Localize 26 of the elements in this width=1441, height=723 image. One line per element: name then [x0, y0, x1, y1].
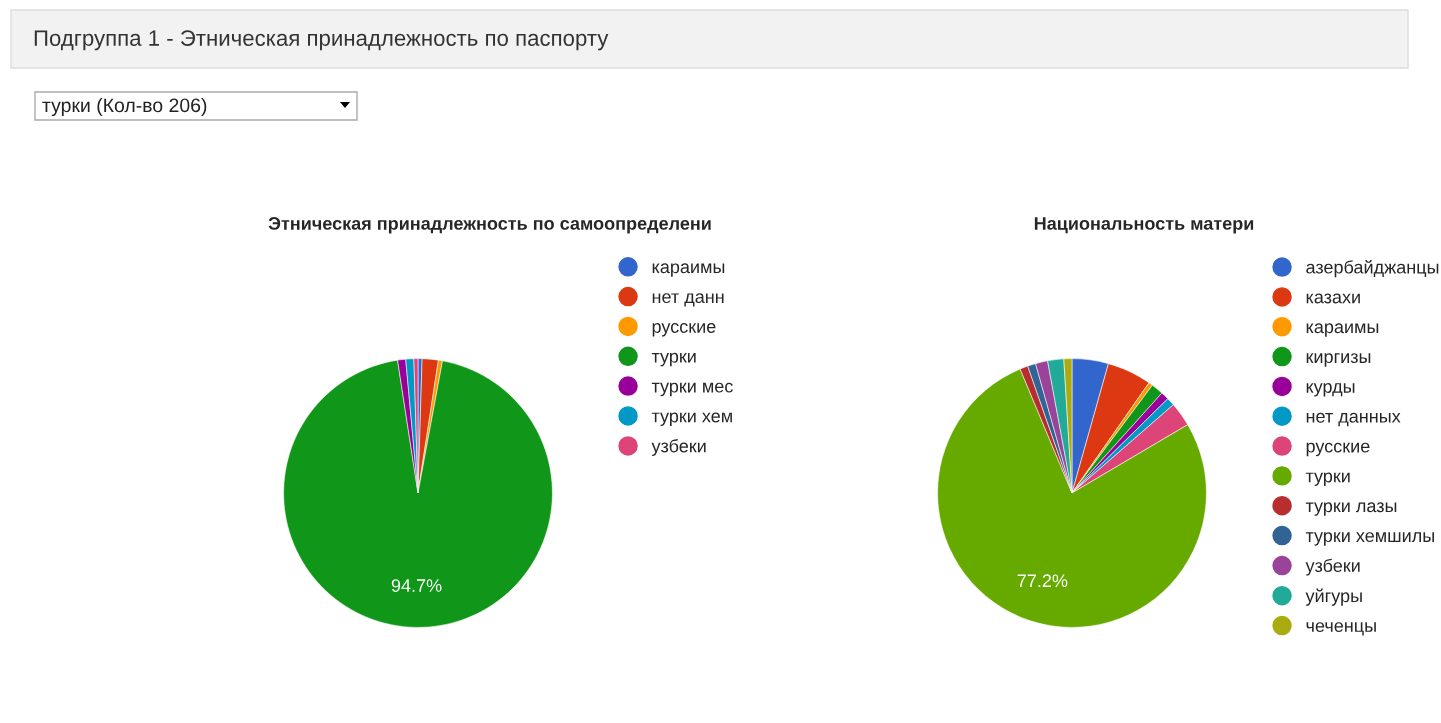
- legend-label: узбеки: [1305, 558, 1360, 576]
- legend-label: нет данных: [1306, 412, 1401, 427]
- legend-label: турки лазы: [1305, 502, 1397, 516]
- chart-title: Этническая принадлежность по самоопределени: [268, 217, 711, 234]
- legend-label: турки: [651, 352, 696, 367]
- legend-label: турки: [1305, 472, 1350, 486]
- legend-label: уйгуры: [1305, 588, 1362, 606]
- legend-label: караимы: [652, 263, 725, 277]
- legend-label: чеченцы: [1306, 622, 1376, 636]
- legend-label: русские: [1306, 442, 1370, 457]
- legend-label: караимы: [1306, 323, 1379, 337]
- legend-label: узбеки: [651, 438, 706, 456]
- legend-label: азербайджанцы: [1306, 260, 1439, 278]
- text: Подгруппа 1 - Этническая принадлежность по паспорту: [34, 30, 609, 51]
- legend-label: турки хемшилы: [1305, 532, 1434, 546]
- legend-label: турки хем: [651, 412, 732, 426]
- legend-label: казахи: [1306, 293, 1360, 304]
- data-label: 94.7%: [391, 579, 442, 592]
- chart-title: Национальность матери: [1034, 217, 1254, 234]
- data-label: 77.2%: [1017, 574, 1068, 588]
- legend-label: турки мес: [651, 382, 733, 397]
- legend-label: киргизы: [1306, 353, 1371, 367]
- legend-label: русские: [652, 323, 716, 337]
- legend-label: нет данн: [652, 293, 724, 307]
- legend-label: курды: [1306, 383, 1355, 397]
- text: турки (Кол-во 206): [42, 97, 207, 117]
